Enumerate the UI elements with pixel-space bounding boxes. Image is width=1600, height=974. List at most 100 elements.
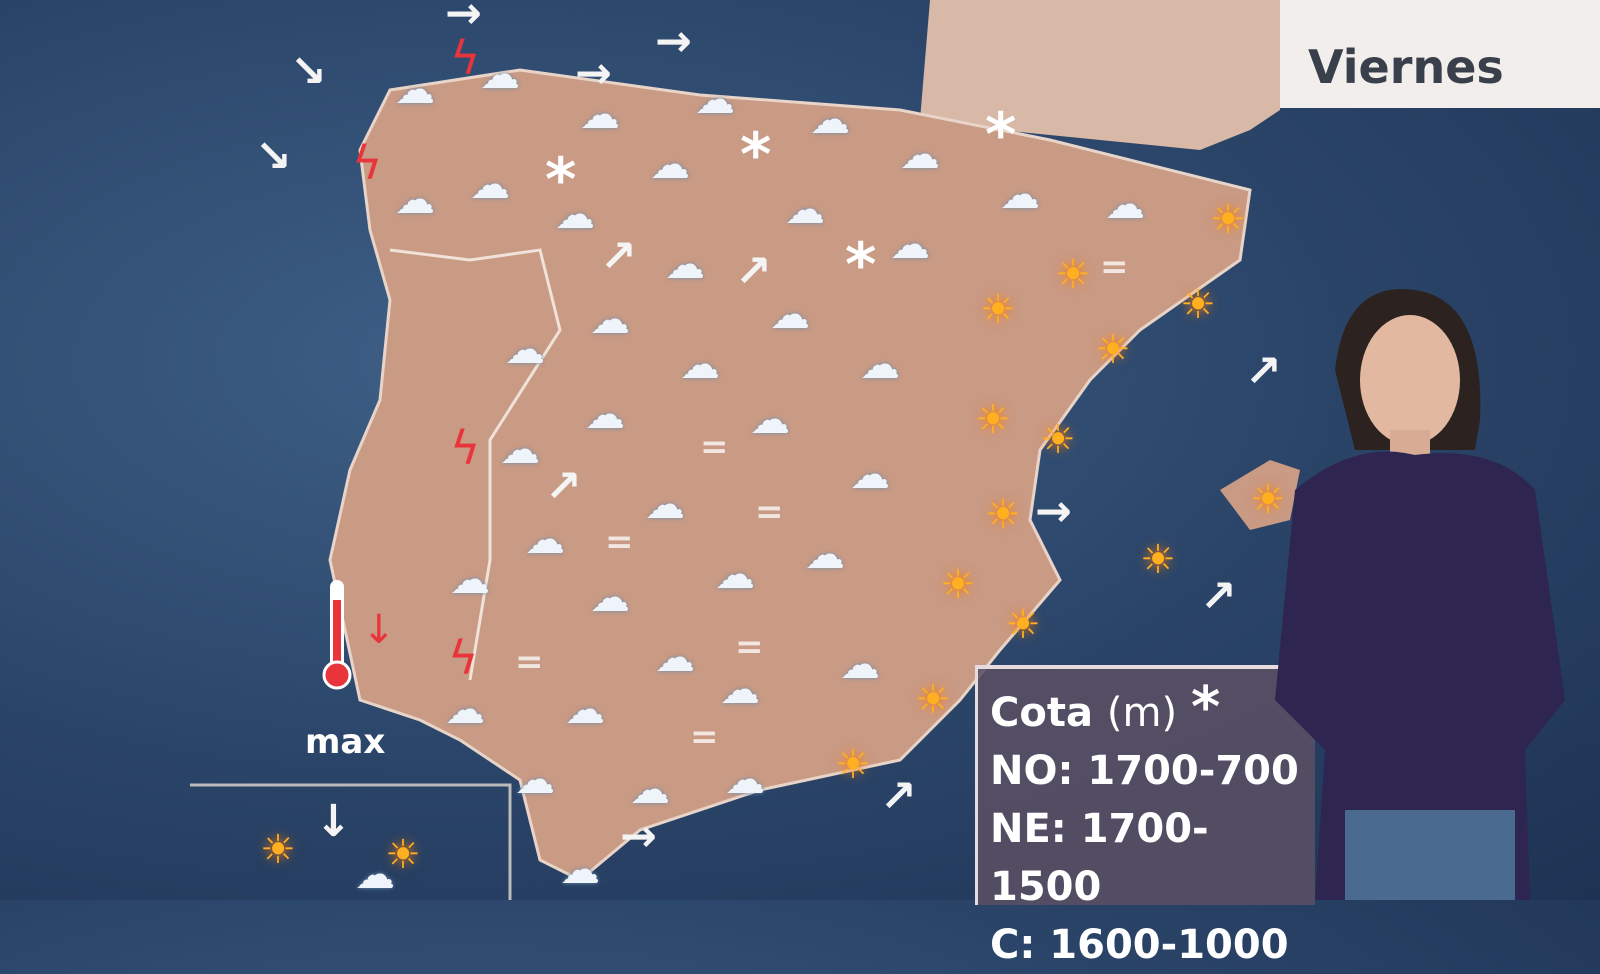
cloud-icon: ☁ (1105, 182, 1145, 228)
cloud-icon: ☁ (680, 342, 720, 388)
stable-temperature-icon: = (690, 717, 719, 757)
unit: (m) (1106, 690, 1178, 736)
cloud-icon: ☁ (900, 132, 940, 178)
wind-arrow-northeast-icon: ↗ (1245, 346, 1282, 397)
temperature-label: max (305, 722, 386, 762)
sun-icon: ☀ (1250, 477, 1286, 523)
sun-icon: ☀ (980, 287, 1016, 333)
lightning-icon: ϟ (448, 631, 479, 685)
lightning-icon: ϟ (450, 31, 481, 85)
cloud-icon: ☁ (470, 162, 510, 208)
snow-icon: * (740, 120, 772, 190)
snow-icon: * (545, 145, 577, 215)
cloud-icon: ☁ (500, 427, 540, 473)
stable-temperature-icon: = (755, 492, 784, 532)
wind-arrow-south-icon: ↓ (315, 796, 352, 847)
canary-inset-divider (190, 783, 512, 900)
sun-icon: ☀ (985, 492, 1021, 538)
cloud-icon: ☁ (750, 397, 790, 443)
cloud-icon: ☁ (590, 575, 630, 621)
cloud-icon: ☁ (560, 847, 600, 893)
wind-arrow-east-icon: → (655, 16, 692, 67)
cloud-icon: ☁ (590, 297, 630, 343)
cloud-icon: ☁ (850, 452, 890, 498)
cloud-icon: ☁ (1000, 172, 1040, 218)
wind-arrow-northeast-icon: ↗ (735, 246, 772, 297)
wind-arrow-east-icon: → (620, 811, 657, 862)
wind-arrow-northeast-icon: ↗ (600, 231, 637, 282)
weather-map (190, 0, 1300, 900)
cloud-icon: ☁ (565, 687, 605, 733)
sun-icon: ☀ (975, 397, 1011, 443)
wind-arrow-southeast-icon: ↘ (255, 131, 292, 182)
cloud-icon: ☁ (515, 757, 555, 803)
sun-icon: ☀ (260, 827, 296, 873)
stable-temperature-icon: = (700, 427, 729, 467)
portugal-border (389, 248, 562, 681)
stable-temperature-icon: = (605, 522, 634, 562)
snow-level-row: NO: 1700-700 (990, 748, 1299, 794)
lightning-icon: ϟ (450, 421, 481, 475)
lightning-icon: ϟ (352, 136, 383, 190)
wind-arrow-southeast-icon: ↘ (290, 46, 327, 97)
stable-temperature-icon: = (1100, 247, 1129, 287)
sun-icon: ☀ (1005, 602, 1041, 648)
cloud-icon: ☁ (650, 142, 690, 188)
sun-icon: ☀ (385, 832, 421, 878)
cloud-icon: ☁ (395, 177, 435, 223)
cloud-icon: ☁ (505, 327, 545, 373)
snow-level-title: Cota (m) * (990, 675, 1221, 740)
cloud-icon: ☁ (580, 92, 620, 138)
cloud-icon: ☁ (555, 192, 595, 238)
sun-icon: ☀ (1040, 417, 1076, 463)
cloud-icon: ☁ (585, 392, 625, 438)
wind-arrow-northeast-icon: ↗ (880, 771, 917, 822)
presenter (1275, 289, 1565, 900)
wind-arrow-northeast-icon: ↗ (1200, 571, 1237, 622)
sun-icon: ☀ (1140, 537, 1176, 583)
sun-icon: ☀ (915, 677, 951, 723)
cloud-icon: ☁ (770, 292, 810, 338)
trend-down-arrow-icon: ↓ (362, 607, 396, 653)
cloud-icon: ☁ (445, 687, 485, 733)
cloud-icon: ☁ (785, 187, 825, 233)
sun-icon: ☀ (1180, 282, 1216, 328)
cloud-icon: ☁ (695, 77, 735, 123)
cloud-icon: ☁ (860, 342, 900, 388)
sun-icon: ☀ (1095, 327, 1131, 373)
cloud-icon: ☁ (395, 67, 435, 113)
stable-temperature-icon: = (735, 627, 764, 667)
mallorca (1220, 460, 1300, 530)
cloud-icon: ☁ (525, 517, 565, 563)
snow-icon: * (985, 100, 1017, 170)
iberian-peninsula (328, 68, 1252, 882)
snowflake-icon: * (1191, 675, 1221, 740)
cloud-icon: ☁ (840, 642, 880, 688)
cloud-icon: ☁ (665, 242, 705, 288)
wind-arrow-northeast-icon: ↗ (545, 461, 582, 512)
cloud-icon: ☁ (645, 482, 685, 528)
cloud-icon: ☁ (715, 552, 755, 598)
snow-icon: * (845, 230, 877, 300)
cloud-icon: ☁ (720, 667, 760, 713)
wind-arrow-east-icon: → (445, 0, 482, 39)
snow-level-row: NE: 1700-1500 (990, 806, 1209, 910)
cloud-icon: ☁ (630, 767, 670, 813)
sun-icon: ☀ (835, 742, 871, 788)
stable-temperature-icon: = (515, 642, 544, 682)
wind-arrow-east-icon: → (575, 48, 612, 99)
thermometer-icon (322, 580, 352, 690)
cloud-icon: ☁ (810, 97, 850, 143)
sun-icon: ☀ (940, 562, 976, 608)
cloud-icon: ☁ (480, 52, 520, 98)
cloud-icon: ☁ (805, 532, 845, 578)
snow-level-panel: Cota (m) * NO: 1700-700 NE: 1700-1500 C:… (975, 665, 1315, 968)
cloud-icon: ☁ (355, 852, 395, 898)
france-landmass (920, 0, 1280, 150)
wind-arrow-east-icon: → (1035, 486, 1072, 537)
sun-icon: ☀ (1055, 252, 1091, 298)
cloud-icon: ☁ (725, 757, 765, 803)
cloud-icon: ☁ (890, 222, 930, 268)
cloud-icon: ☁ (450, 557, 490, 603)
cloud-icon: ☁ (655, 635, 695, 681)
